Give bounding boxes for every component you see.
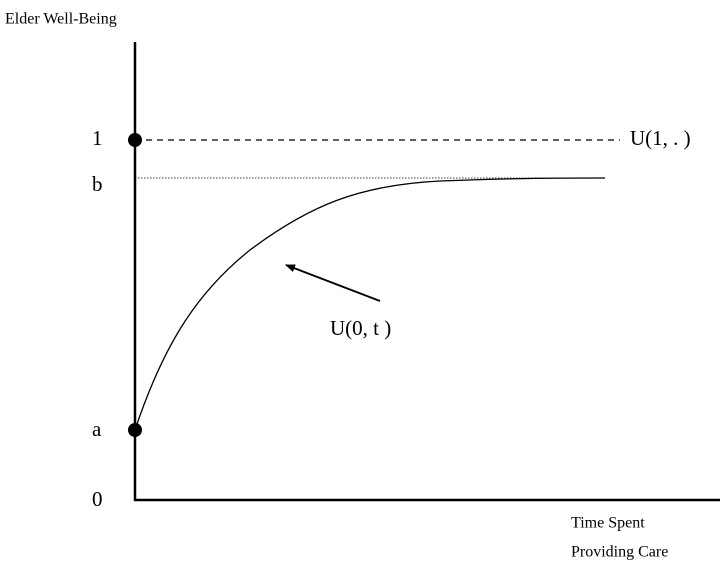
label-a: a — [92, 417, 102, 441]
upper-curve-label: U(1, . ) — [630, 126, 691, 150]
point-one — [128, 133, 142, 147]
lower-curve-label: U(0, t ) — [330, 316, 391, 340]
label-one: 1 — [92, 126, 103, 150]
arrow — [285, 264, 381, 302]
curve — [134, 177, 606, 431]
x-axis-title: Providing Care — [571, 544, 668, 561]
x-axis-title: Time Spent — [571, 515, 645, 532]
label-b: b — [92, 172, 103, 196]
point-a — [128, 423, 142, 437]
label-zero: 0 — [92, 487, 103, 511]
y-axis-title: Elder Well-Being — [5, 11, 117, 28]
